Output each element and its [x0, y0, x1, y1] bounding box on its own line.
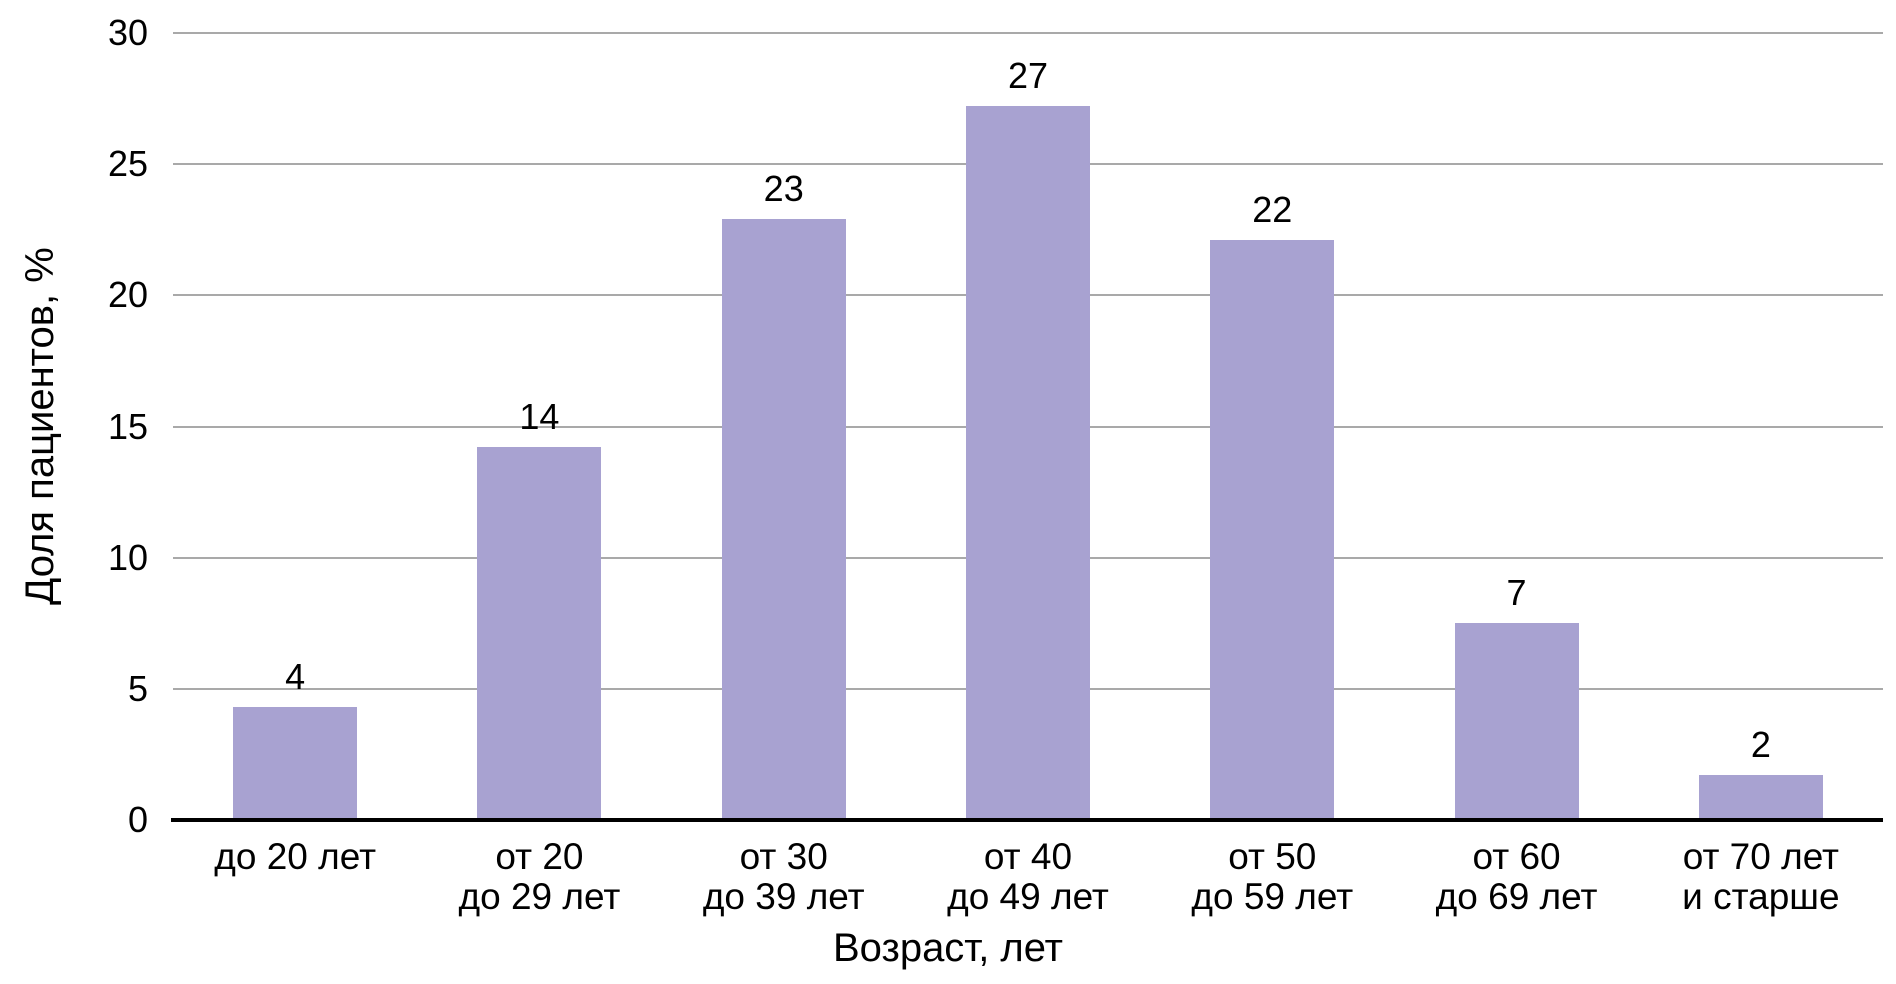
bar: [966, 106, 1090, 820]
bar-value-label: 14: [519, 396, 560, 438]
x-category-label: от 50 до 59 лет: [1150, 837, 1394, 917]
x-category-line: от 60: [1472, 836, 1561, 877]
x-category-label: от 30 до 39 лет: [662, 837, 906, 917]
x-category-line: и старше: [1682, 876, 1840, 917]
bar: [1698, 775, 1823, 820]
x-category-label: от 70 лет и старше: [1639, 837, 1883, 917]
x-axis-title: Возраст, лет: [833, 926, 1063, 970]
y-tick-label: 10: [107, 536, 148, 578]
bar: [1210, 240, 1335, 820]
bar-value-label: 7: [1506, 572, 1527, 614]
bar-value-label: 27: [1007, 55, 1049, 97]
x-category-line: от 70 лет: [1682, 836, 1839, 877]
x-category-line: до 59 лет: [1191, 876, 1354, 917]
x-category-line: от 30: [739, 836, 828, 877]
x-category-line: до 69 лет: [1435, 876, 1598, 917]
bar: [233, 707, 358, 820]
bar-value-label: 23: [763, 168, 804, 210]
bar: [1454, 623, 1579, 820]
bar-value-label: 2: [1750, 724, 1771, 766]
y-tick-label: 15: [107, 405, 148, 447]
y-tick-label: 5: [127, 667, 148, 709]
x-category-line: до 29 лет: [458, 876, 621, 917]
x-category-line: до 39 лет: [702, 876, 865, 917]
bar: [721, 219, 846, 820]
x-category-label: от 60 до 69 лет: [1395, 837, 1639, 917]
x-category-line: от 20: [495, 836, 584, 877]
x-category-label: до 20 лет: [173, 837, 417, 877]
y-tick-label: 20: [107, 274, 148, 316]
bar-value-label: 22: [1252, 189, 1293, 231]
x-category-label: от 20 до 29 лет: [417, 837, 661, 917]
x-category-line: до 20 лет: [214, 836, 377, 877]
x-category-line: от 40: [983, 836, 1073, 877]
x-category-label: от 40 до 49 лет: [906, 837, 1150, 917]
x-category-line: от 50: [1228, 836, 1317, 877]
x-category-line: до 49 лет: [947, 876, 1109, 917]
y-tick-label: 0: [127, 799, 148, 840]
bar: [477, 447, 602, 820]
bar-value-label: 4: [285, 656, 306, 698]
y-tick-label: 25: [107, 143, 148, 185]
x-axis-line: [171, 818, 1883, 822]
y-tick-label: 30: [107, 12, 148, 53]
gridline: [173, 32, 1883, 34]
